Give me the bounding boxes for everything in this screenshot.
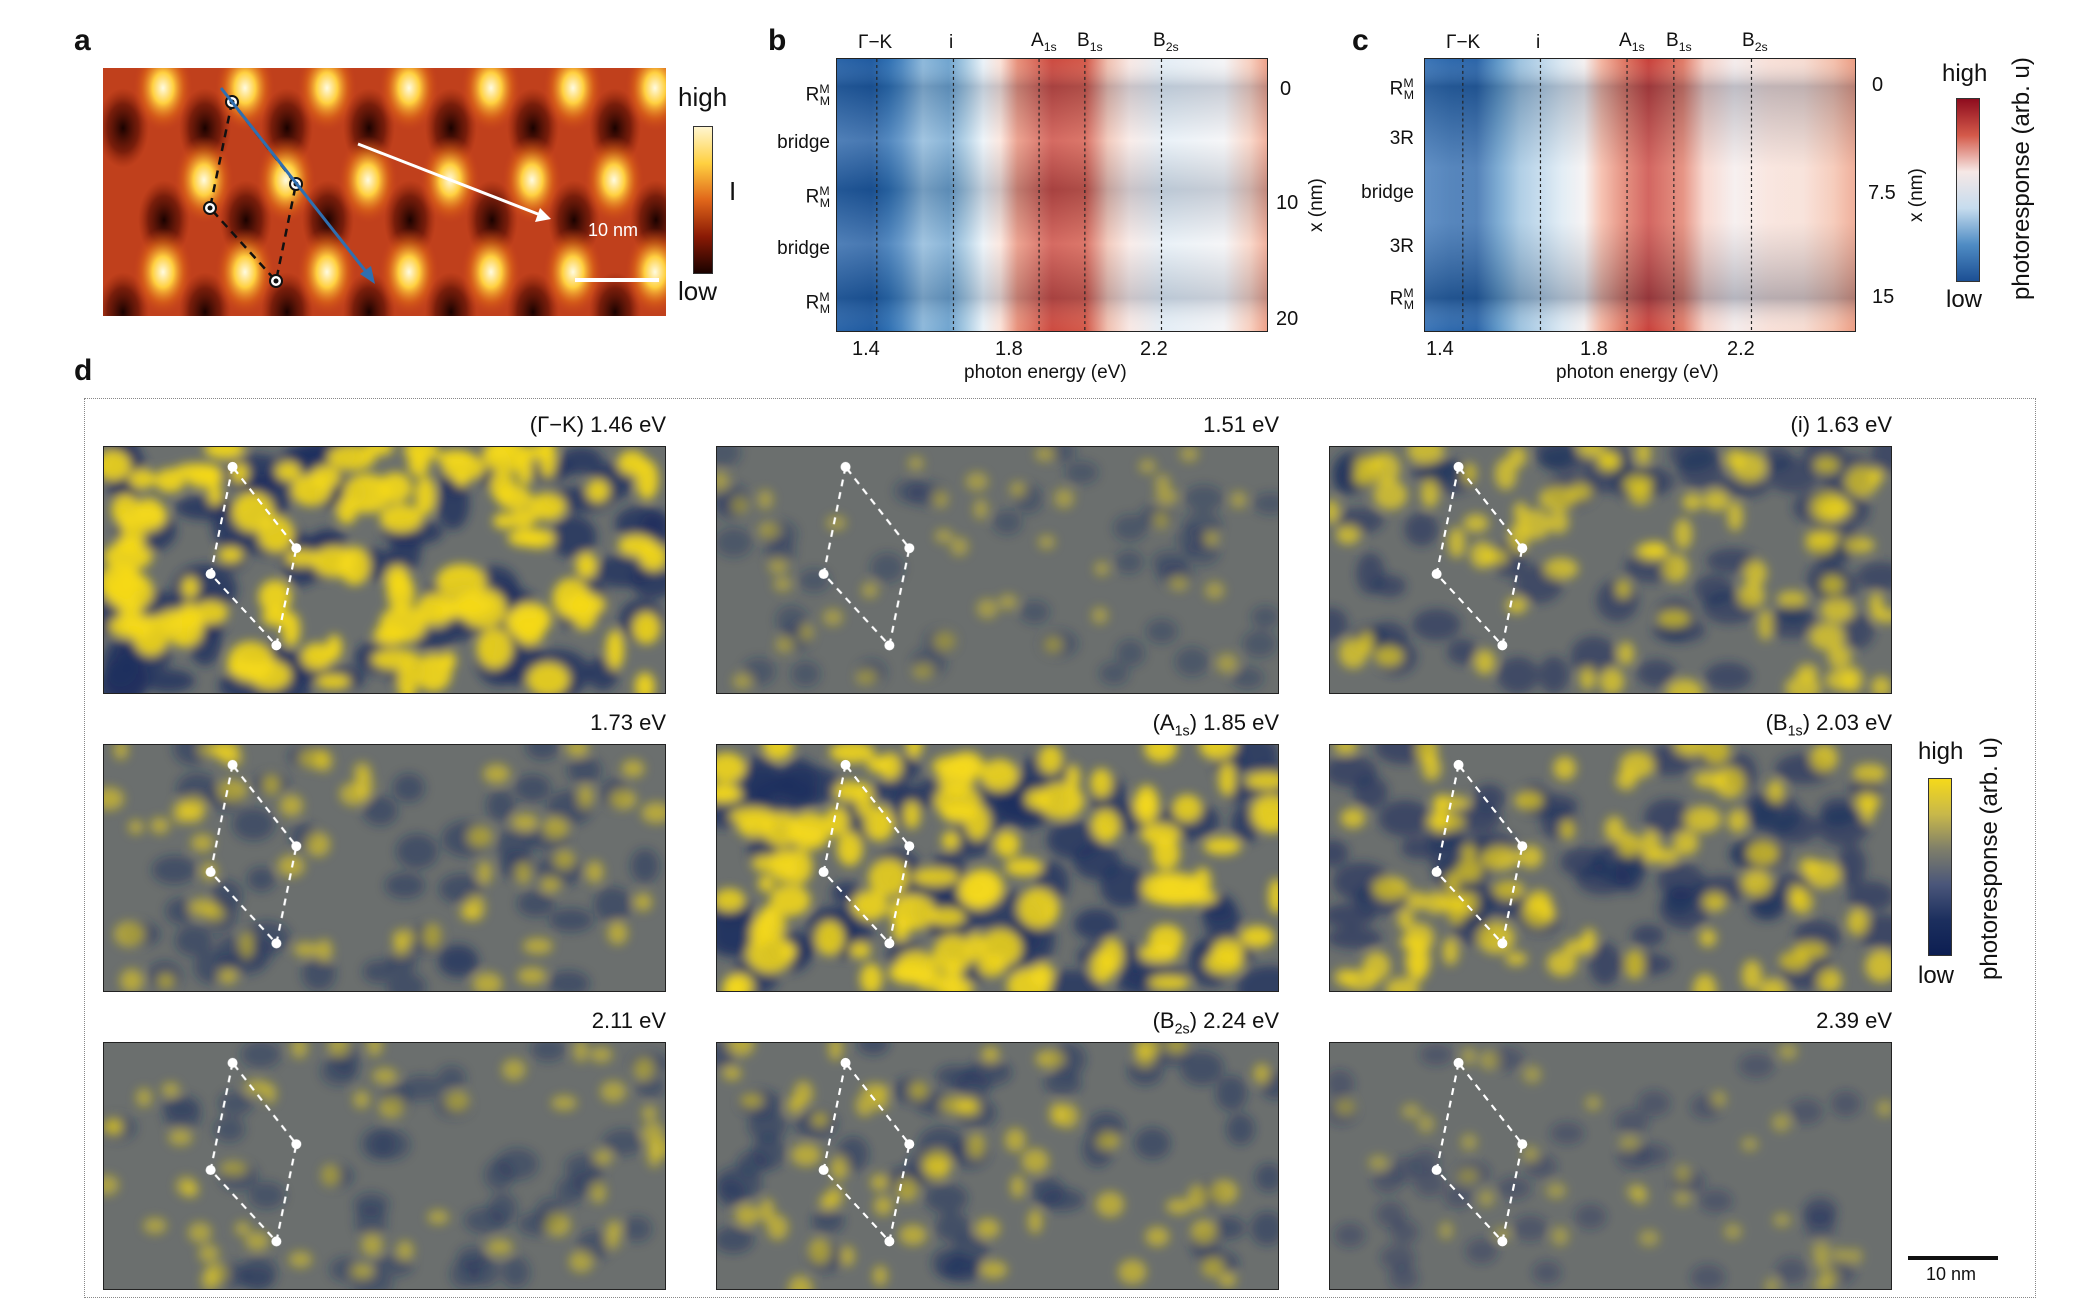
energy-prefix: (B2s) [1152, 1008, 1204, 1038]
b-label-gamma-k: Γ−K [858, 32, 893, 53]
d-scalebar-label: 10 nm [1926, 1264, 1977, 1284]
afm-scalebar-label: 10 nm [588, 220, 639, 240]
energy-label-3: 1.73 eV [266, 710, 666, 736]
c-row-label-4: RMM [1389, 286, 1414, 313]
afm-colorbar-mid: I [729, 176, 737, 206]
c-row-label-3: 3R [1389, 236, 1414, 257]
c-row-label-0: RMM [1389, 76, 1414, 103]
spectral-colorbar [1956, 98, 1980, 282]
photoresponse-map-7 [716, 1042, 1279, 1290]
b-label-i: i [949, 32, 954, 53]
panel-letter-a: a [74, 24, 91, 57]
energy-label-0: (Γ−K) 1.46 eV [266, 412, 666, 438]
c-right-axis-label: x (nm) [1906, 168, 1927, 222]
c-x-tick-0: 1.4 [1426, 338, 1454, 360]
energy-label-1: 1.51 eV [879, 412, 1279, 438]
energy-label-5: (B1s) 2.03 eV [1492, 710, 1892, 739]
c-x-tick-1: 1.8 [1580, 338, 1608, 360]
c-x-tick-2: 2.2 [1727, 338, 1755, 360]
c-right-tick-1: 7.5 [1868, 182, 1896, 204]
photoresponse-colorbar [1928, 778, 1952, 956]
c-row-label-1: 3R [1389, 128, 1414, 149]
c-x-axis-label: photon energy (eV) [1556, 362, 1719, 383]
photoresponse-map-3 [103, 744, 666, 992]
energy-label-7: (B2s) 2.24 eV [879, 1008, 1279, 1037]
b-label-b2s: B2s [1153, 30, 1179, 54]
photoresponse-map-2 [1329, 446, 1892, 694]
energy-value: 2.39 eV [1816, 1008, 1892, 1033]
energy-label-2: (i) 1.63 eV [1492, 412, 1893, 438]
b-right-tick-1: 10 [1276, 192, 1299, 214]
energy-value: 1.63 eV [1816, 412, 1892, 437]
c-row-label-2: bridge [1361, 182, 1414, 203]
energy-value: 2.11 eV [591, 1008, 666, 1033]
energy-label-6: 2.11 eV [266, 1008, 666, 1034]
photoresponse-map-6 [103, 1042, 666, 1290]
c-label-b1s: B1s [1666, 30, 1692, 54]
b-x-tick-1: 1.8 [995, 338, 1023, 360]
afm-colorbar-low: low [678, 276, 718, 306]
c-label-gamma-k: Γ−K [1446, 32, 1481, 53]
photoresponse-map-8 [1329, 1042, 1892, 1290]
afm-colorbar [693, 126, 713, 274]
panel-letter-d: d [74, 354, 93, 387]
energy-value: 2.03 eV [1816, 710, 1892, 735]
c-right-tick-0: 0 [1872, 74, 1884, 96]
energy-prefix: (i) [1790, 412, 1817, 437]
afm-topography-map [103, 68, 666, 316]
energy-prefix: (A1s) [1152, 710, 1204, 740]
b-x-tick-2: 2.2 [1140, 338, 1168, 360]
c-colorbar-low: low [1946, 286, 1983, 313]
panel-d-frame [84, 398, 2036, 1298]
energy-prefix: (Γ−K) [529, 412, 591, 437]
photoresponse-map-0 [103, 446, 666, 694]
b-row-label-1: bridge [777, 132, 830, 153]
b-label-b1s: B1s [1077, 30, 1103, 54]
d-colorbar-label: photoresponse (arb. u) [1976, 737, 2003, 980]
d-scalebar [1908, 1256, 1998, 1260]
d-colorbar-low: low [1918, 962, 1955, 989]
b-right-tick-0: 0 [1280, 78, 1292, 100]
energy-prefix: (B1s) [1765, 710, 1817, 740]
b-row-label-0: RMM [805, 82, 830, 109]
c-right-tick-2: 15 [1872, 286, 1895, 308]
c-colorbar-high: high [1942, 60, 1988, 87]
photoresponse-map-4 [716, 744, 1279, 992]
energy-value: 1.51 eV [1203, 412, 1279, 437]
spectral-map-c [1424, 58, 1856, 332]
energy-value: 2.24 eV [1203, 1008, 1279, 1033]
b-right-tick-2: 20 [1276, 308, 1299, 330]
c-label-a1s: A1s [1619, 30, 1645, 54]
afm-colorbar-high: high [678, 82, 728, 112]
energy-label-4: (A1s) 1.85 eV [879, 710, 1279, 739]
b-row-label-2: RMM [805, 184, 830, 211]
b-x-tick-0: 1.4 [852, 338, 880, 360]
c-colorbar-label: photoresponse (arb. u) [2008, 57, 2035, 300]
spectral-map-b [836, 58, 1268, 332]
b-x-axis-label: photon energy (eV) [964, 362, 1127, 383]
photoresponse-map-5 [1329, 744, 1892, 992]
b-label-a1s: A1s [1031, 30, 1057, 54]
energy-value: 1.85 eV [1203, 710, 1279, 735]
energy-value: 1.46 eV [590, 412, 666, 437]
photoresponse-map-1 [716, 446, 1279, 694]
energy-value: 1.73 eV [590, 710, 666, 735]
d-colorbar-high: high [1918, 738, 1964, 765]
energy-label-8: 2.39 eV [1492, 1008, 1892, 1034]
panel-letter-b: b [768, 24, 787, 57]
c-label-i: i [1536, 32, 1541, 53]
b-row-label-4: RMM [805, 290, 830, 317]
c-label-b2s: B2s [1742, 30, 1768, 54]
panel-letter-c: c [1352, 24, 1369, 57]
b-row-label-3: bridge [777, 238, 830, 259]
